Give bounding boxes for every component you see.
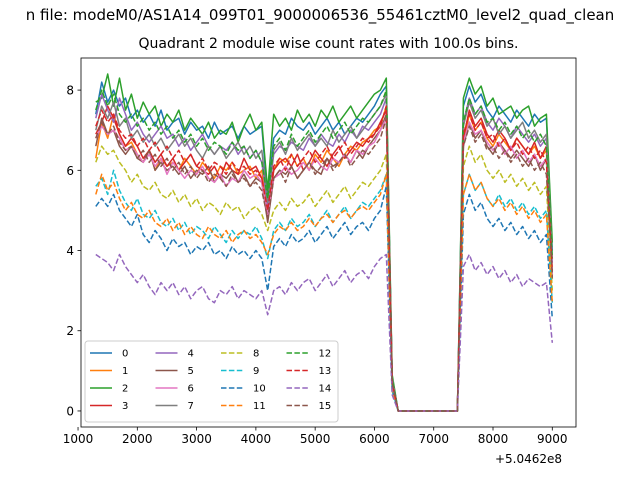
legend-label-14: 14 <box>319 384 332 395</box>
legend-label-10: 10 <box>253 384 266 395</box>
legend-label-13: 13 <box>319 366 332 377</box>
legend-label-8: 8 <box>253 349 259 360</box>
legend-label-11: 11 <box>253 401 266 412</box>
legend-label-15: 15 <box>319 401 332 412</box>
series-line-2 <box>95 73 554 412</box>
legend-label-7: 7 <box>188 401 194 412</box>
x-tick-label: 3000 <box>181 432 212 446</box>
series-line-0 <box>95 81 554 412</box>
y-tick-label: 2 <box>66 324 74 338</box>
x-tick-label: 9000 <box>537 432 568 446</box>
series-line-9 <box>95 169 554 412</box>
x-tick-label: 7000 <box>418 432 449 446</box>
series-line-13 <box>95 105 554 412</box>
x-tick-label: 2000 <box>122 432 153 446</box>
legend-label-5: 5 <box>188 366 194 377</box>
series-line-10 <box>95 185 554 412</box>
x-tick-label: 5000 <box>300 432 331 446</box>
legend-label-2: 2 <box>122 384 128 395</box>
y-tick-label: 4 <box>66 244 74 258</box>
x-tick-label: 4000 <box>241 432 272 446</box>
series-line-11 <box>95 173 554 412</box>
series-line-12 <box>95 89 554 412</box>
chart-title: Quadrant 2 module wise count rates with … <box>138 36 519 52</box>
legend-label-3: 3 <box>122 401 128 412</box>
figure-suptitle: n file: modeM0/AS1A14_099T01_9000006536_… <box>25 6 615 24</box>
y-tick-label: 6 <box>66 164 74 178</box>
legend-box <box>84 340 339 423</box>
x-offset-text: +5.0462e8 <box>494 452 562 466</box>
series-line-6 <box>95 117 554 412</box>
ticks-layer: 1000 2000 3000 4000 5000 6000 7000 8000 9000 0 2 4 6… <box>63 84 568 446</box>
x-tick-label: 6000 <box>359 432 390 446</box>
series-line-14 <box>95 253 554 412</box>
series-line-15 <box>95 117 554 412</box>
series-line-7 <box>95 93 554 412</box>
y-tick-label: 0 <box>66 404 74 418</box>
x-tick-label: 8000 <box>478 432 509 446</box>
series-line-8 <box>95 145 554 412</box>
legend-label-12: 12 <box>319 349 332 360</box>
y-tick-label: 8 <box>66 84 74 98</box>
legend-label-1: 1 <box>122 366 128 377</box>
legend-label-6: 6 <box>188 384 194 395</box>
legend-label-0: 0 <box>122 349 128 360</box>
series-layer <box>95 73 554 412</box>
axes-frame <box>80 57 577 428</box>
x-tick-label: 1000 <box>63 432 94 446</box>
legend-label-4: 4 <box>188 349 194 360</box>
legend-label-9: 9 <box>253 366 259 377</box>
